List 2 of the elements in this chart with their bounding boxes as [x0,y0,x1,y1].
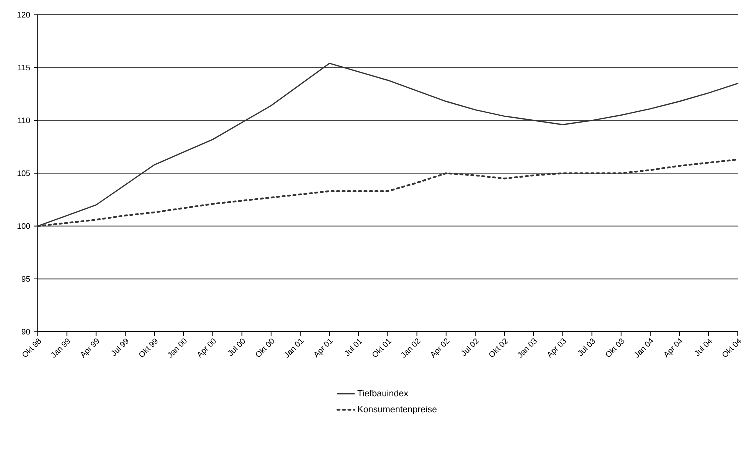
legend-label: Konsumentenpreise [358,406,437,414]
legend-label: Tiefbauindex [358,390,408,397]
